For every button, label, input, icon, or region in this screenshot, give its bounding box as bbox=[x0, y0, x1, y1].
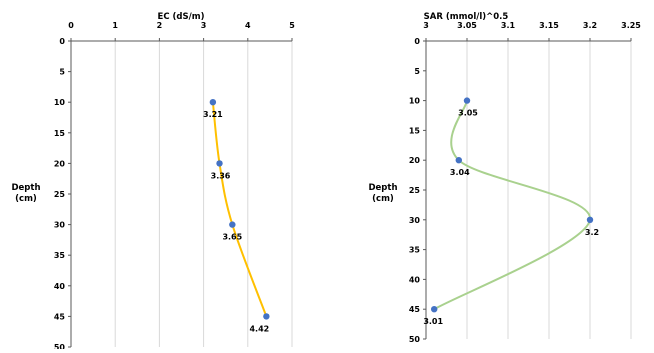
x-tick-label: 3.25 bbox=[621, 21, 641, 30]
y-tick-label: 0 bbox=[59, 37, 65, 46]
y-tick-label: 35 bbox=[54, 251, 66, 260]
data-point bbox=[209, 99, 217, 106]
x-tick-label: 0 bbox=[68, 21, 74, 30]
y-tick-label: 10 bbox=[54, 98, 66, 107]
x-tick-label: 3.15 bbox=[539, 21, 559, 30]
y-tick-label: 5 bbox=[414, 67, 420, 76]
data-point bbox=[463, 97, 471, 104]
y-tick-label: 45 bbox=[409, 305, 421, 314]
data-label: 4.42 bbox=[249, 324, 269, 333]
y-tick-label: 35 bbox=[409, 246, 421, 255]
y-tick-label: 20 bbox=[409, 156, 421, 165]
data-point bbox=[229, 221, 236, 228]
chart-2: 0 5 10 15 20 25 30 35 40 45 50 3 3.05 3.1 3.15 3.2 3.25 S… bbox=[368, 12, 641, 344]
y-tick-label: 20 bbox=[54, 159, 66, 168]
y-tick-label: 50 bbox=[409, 335, 421, 344]
y-tick-label: 15 bbox=[54, 129, 66, 138]
chart-title: SAR (mmol/l)^0.5 bbox=[424, 12, 509, 22]
y-tick-label: 15 bbox=[409, 126, 421, 135]
data-point bbox=[586, 216, 594, 223]
x-tick-label: 3.2 bbox=[583, 21, 597, 30]
data-label: 3.2 bbox=[585, 228, 599, 237]
x-tick-label: 3 bbox=[423, 21, 429, 30]
data-point bbox=[455, 157, 462, 164]
data-label: 3.65 bbox=[222, 233, 242, 242]
x-tick-label: 2 bbox=[157, 21, 163, 30]
data-label: 3.36 bbox=[211, 171, 231, 180]
y-tick-label: 25 bbox=[54, 190, 66, 199]
y-tick-label: 10 bbox=[409, 97, 421, 106]
x-tick-label: 1 bbox=[112, 21, 118, 30]
series-line bbox=[433, 100, 591, 311]
data-point bbox=[216, 160, 223, 167]
x-tick-label: 5 bbox=[289, 21, 295, 30]
y-tick-label: 50 bbox=[54, 343, 66, 349]
data-point bbox=[263, 313, 270, 320]
y-tick-label: 0 bbox=[414, 37, 420, 46]
x-tick-label: 3.1 bbox=[501, 21, 516, 30]
data-label: 3.04 bbox=[450, 168, 470, 177]
y-tick-label: 45 bbox=[54, 312, 66, 321]
x-tick-label: 4 bbox=[245, 21, 251, 30]
data-label: 3.01 bbox=[423, 317, 443, 326]
y-tick-label: 40 bbox=[409, 275, 421, 284]
y-tick-label: 25 bbox=[409, 186, 421, 195]
data-point bbox=[431, 306, 438, 313]
y-axis-label: Depth (cm) bbox=[11, 183, 40, 204]
y-axis-label: Depth (cm) bbox=[368, 183, 397, 204]
x-tick-label: 3 bbox=[201, 21, 207, 30]
data-label: 3.05 bbox=[458, 109, 478, 118]
y-tick-label: 30 bbox=[409, 216, 421, 225]
y-tick-label: 30 bbox=[54, 221, 66, 230]
y-tick-label: 5 bbox=[59, 68, 65, 77]
chart-title: EC (dS/m) bbox=[158, 12, 205, 22]
x-tick-label: 3.05 bbox=[457, 21, 477, 30]
data-label: 3.21 bbox=[203, 110, 223, 119]
y-tick-label: 40 bbox=[54, 282, 66, 291]
series-line bbox=[211, 102, 268, 317]
